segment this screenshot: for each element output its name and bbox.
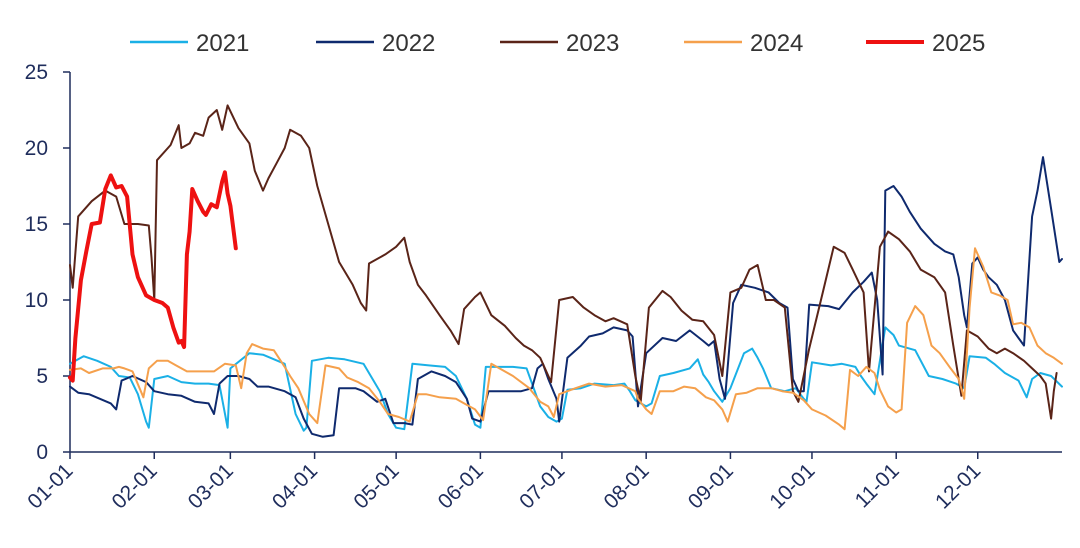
legend-label: 2023 — [566, 30, 619, 57]
x-tick-label: 05-01 — [349, 459, 403, 513]
legend-item-2022: 2022 — [316, 30, 435, 57]
legend: 2021 2022 2023 2024 2025 — [130, 30, 985, 57]
y-tick-label: 15 — [25, 213, 48, 236]
x-tick-label: 08-01 — [599, 459, 653, 513]
x-tick-label: 11-01 — [851, 459, 904, 512]
plot-series — [68, 104, 1063, 438]
series-line-2025 — [68, 170, 238, 383]
x-tick-label: 09-01 — [684, 459, 738, 513]
x-tick-label: 04-01 — [268, 459, 322, 513]
legend-item-2023: 2023 — [500, 30, 619, 57]
legend-item-2021: 2021 — [130, 30, 249, 57]
x-tick-label: 06-01 — [434, 459, 488, 513]
legend-label: 2025 — [932, 30, 985, 57]
y-tick-label: 20 — [25, 137, 48, 160]
series-line-2021 — [69, 326, 1063, 432]
legend-item-2024: 2024 — [684, 30, 803, 57]
legend-label: 2024 — [750, 30, 803, 57]
x-tick-label: 12-01 — [931, 459, 985, 513]
y-tick-label: 0 — [36, 441, 48, 464]
x-axis-ticks: 01-01 02-01 03-01 04-01 05-01 06-01 07-01 08-01… — [23, 452, 985, 514]
series-line-2024 — [69, 247, 1063, 431]
y-axis-ticks: 0 5 10 15 20 25 — [25, 61, 70, 464]
y-tick-label: 25 — [25, 61, 48, 84]
x-tick-label: 07-01 — [515, 459, 569, 513]
y-tick-label: 10 — [25, 289, 48, 312]
x-tick-label: 03-01 — [184, 459, 238, 513]
x-tick-label: 02-01 — [108, 459, 162, 513]
y-tick-label: 5 — [36, 365, 48, 388]
x-tick-label: 01-01 — [23, 459, 77, 513]
x-tick-label: 10-01 — [765, 459, 819, 513]
legend-label: 2021 — [196, 30, 249, 57]
series-line-2023 — [69, 104, 1058, 420]
legend-label: 2022 — [382, 30, 435, 57]
series-line-2022 — [69, 156, 1063, 438]
legend-item-2025: 2025 — [866, 30, 985, 57]
